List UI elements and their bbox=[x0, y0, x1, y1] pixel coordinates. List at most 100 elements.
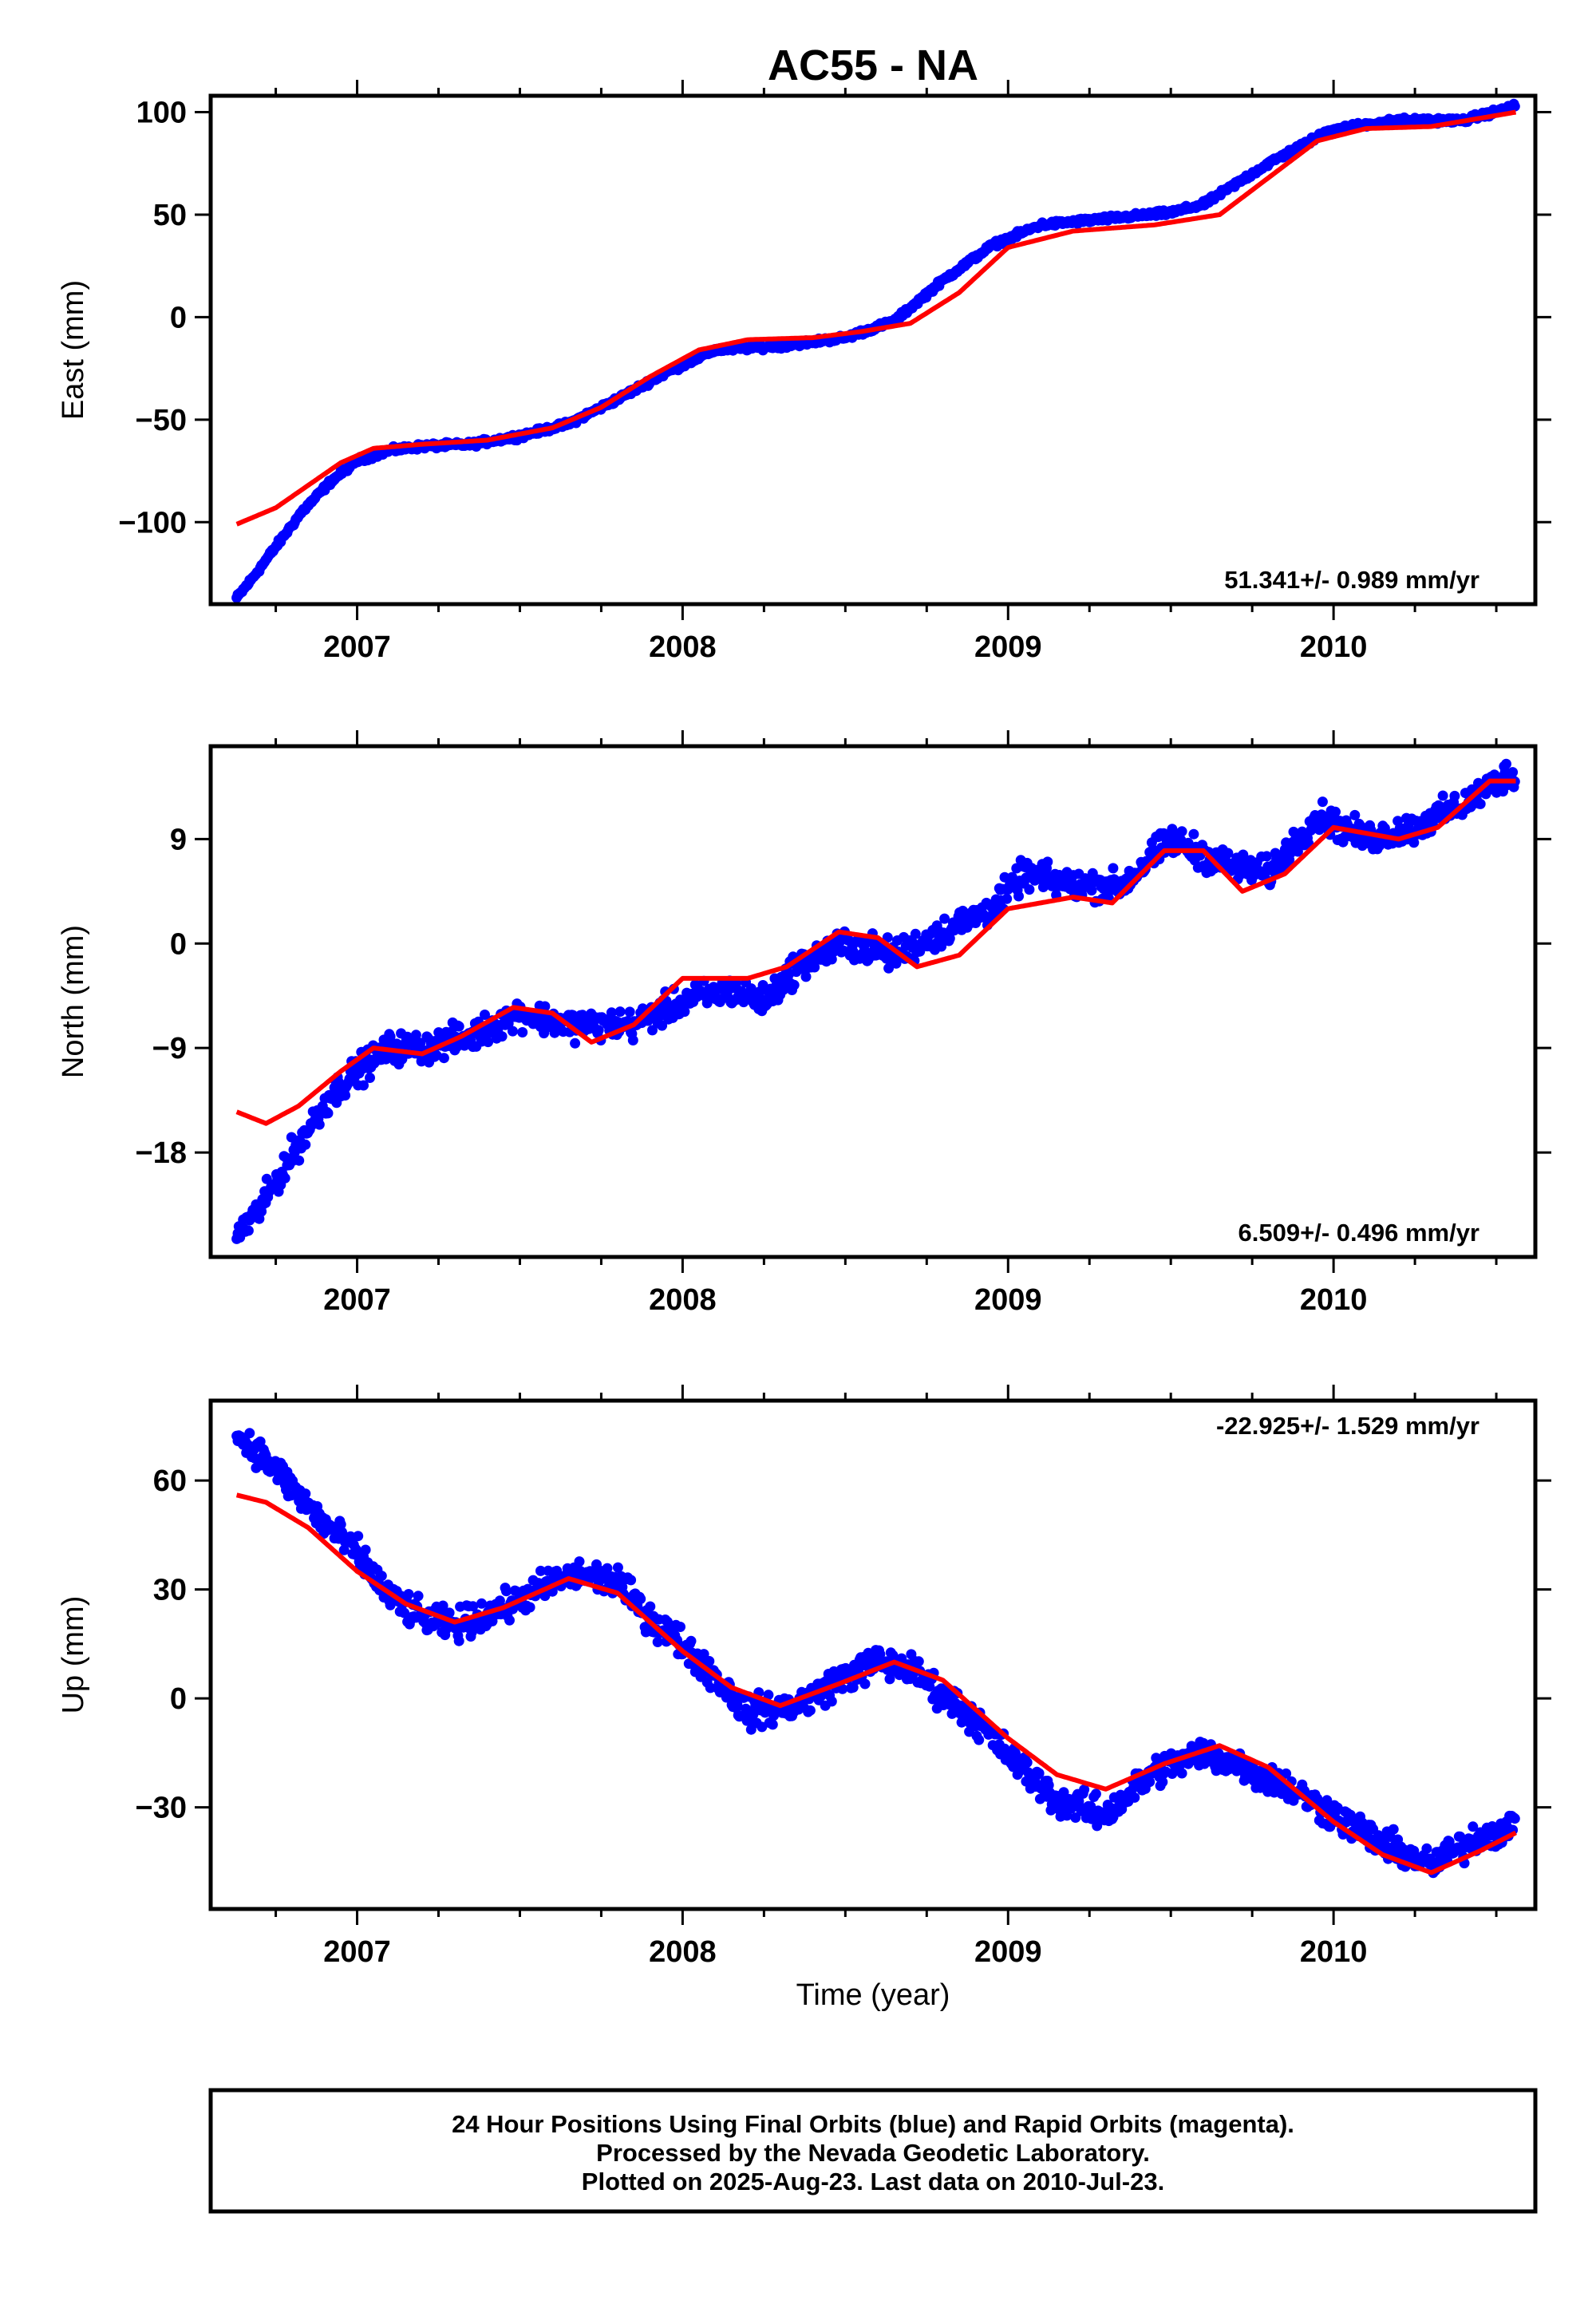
up-data-point bbox=[453, 1635, 464, 1646]
up-data-point bbox=[1144, 1777, 1156, 1788]
north-data-point bbox=[1261, 851, 1272, 862]
footer-line-1: 24 Hour Positions Using Final Orbits (bl… bbox=[452, 2110, 1294, 2138]
north-data-point bbox=[1449, 790, 1460, 801]
up-data-point bbox=[704, 1656, 715, 1666]
north-data-point bbox=[1330, 806, 1341, 817]
up-x-tick-label: 2008 bbox=[649, 1935, 717, 1969]
up-data-point bbox=[763, 1690, 774, 1701]
up-y-tick-label: 30 bbox=[153, 1574, 187, 1607]
north-data-point bbox=[385, 1031, 396, 1042]
north-x-tick-label: 2007 bbox=[323, 1283, 391, 1317]
chart-title: AC55 - NA bbox=[768, 41, 978, 89]
east-y-tick-label: 0 bbox=[170, 301, 187, 334]
north-frame bbox=[208, 744, 1538, 1259]
north-data-point bbox=[483, 1037, 494, 1048]
north-data-point bbox=[1507, 767, 1519, 778]
up-data-point bbox=[1281, 1768, 1292, 1779]
up-data-point bbox=[1033, 1768, 1045, 1779]
up-data-point bbox=[1079, 1784, 1090, 1795]
north-data-point bbox=[1108, 863, 1119, 874]
up-y-tick-label: −30 bbox=[136, 1792, 187, 1825]
up-data-point bbox=[476, 1598, 487, 1609]
up-data-point bbox=[1321, 1795, 1333, 1806]
east-model-curve bbox=[235, 109, 1517, 527]
up-x-tick-label: 2009 bbox=[974, 1935, 1042, 1969]
up-data-point bbox=[635, 1594, 646, 1604]
north-x-tick-label: 2010 bbox=[1300, 1283, 1368, 1317]
up-data-point bbox=[1421, 1843, 1432, 1854]
north-data-point bbox=[1475, 798, 1486, 809]
north-data-point bbox=[415, 1037, 426, 1049]
up-frame bbox=[208, 1398, 1538, 1911]
up-data-point bbox=[468, 1601, 479, 1612]
north-data-point bbox=[517, 1027, 528, 1037]
north-data-point bbox=[410, 1030, 421, 1041]
up-data-point bbox=[804, 1705, 816, 1716]
north-data-point bbox=[624, 1006, 635, 1018]
north-data-point bbox=[300, 1139, 311, 1150]
north-data-point bbox=[340, 1090, 351, 1101]
east-panel: 2007 2008 2009 2010 100 50 0 −50 −100 East (mm) 51… bbox=[57, 80, 1551, 664]
up-data-point bbox=[1455, 1831, 1466, 1842]
north-data-point bbox=[1374, 840, 1385, 852]
up-data-point bbox=[1090, 1788, 1101, 1800]
north-data-point bbox=[1013, 891, 1024, 902]
north-data-point bbox=[891, 958, 902, 969]
up-x-tick-label: 2007 bbox=[323, 1935, 391, 1969]
north-data-point bbox=[453, 1021, 464, 1032]
north-data-point bbox=[1408, 837, 1420, 848]
up-data-point bbox=[403, 1589, 414, 1599]
up-data-point bbox=[602, 1563, 613, 1574]
up-y-axis-title: Up (mm) bbox=[57, 1596, 90, 1714]
up-data-point bbox=[626, 1575, 637, 1586]
north-data-point bbox=[261, 1173, 272, 1184]
up-data-point bbox=[1509, 1813, 1520, 1824]
north-data-point bbox=[939, 913, 950, 924]
north-data-point bbox=[606, 1007, 617, 1018]
north-data-point bbox=[1317, 796, 1328, 808]
up-data-point bbox=[1176, 1768, 1187, 1779]
north-data-point bbox=[1379, 823, 1390, 834]
north-data-point bbox=[593, 1025, 604, 1036]
north-y-axis-title: North (mm) bbox=[57, 925, 90, 1078]
up-data-point bbox=[444, 1607, 455, 1618]
north-data-point bbox=[438, 1053, 449, 1064]
north-data-point bbox=[358, 1080, 369, 1091]
east-y-tick-label: −100 bbox=[118, 506, 187, 539]
north-x-tick-label: 2009 bbox=[974, 1283, 1042, 1317]
north-model-curve bbox=[235, 778, 1517, 1126]
east-velocity-label: 51.341+/- 0.989 mm/yr bbox=[1224, 566, 1479, 594]
up-data-point bbox=[376, 1571, 387, 1582]
east-x-tick-label: 2009 bbox=[974, 630, 1042, 664]
north-velocity-label: 6.509+/- 0.496 mm/yr bbox=[1238, 1219, 1479, 1247]
up-data-point bbox=[826, 1696, 837, 1707]
north-data-point bbox=[279, 1172, 290, 1184]
east-y-tick-label: 100 bbox=[136, 97, 187, 130]
up-velocity-label: -22.925+/- 1.529 mm/yr bbox=[1216, 1412, 1479, 1440]
up-data-point bbox=[1021, 1757, 1033, 1768]
north-data-point bbox=[1501, 758, 1511, 769]
x-axis-title: Time (year) bbox=[796, 1978, 950, 2012]
up-y-tick-label: 0 bbox=[170, 1682, 187, 1716]
up-data-point bbox=[574, 1556, 585, 1567]
north-data-point bbox=[883, 962, 895, 974]
up-data-point bbox=[539, 1591, 551, 1602]
up-data-point bbox=[698, 1649, 709, 1660]
north-data-point bbox=[1349, 809, 1361, 820]
north-data-point bbox=[778, 984, 789, 995]
north-y-tick-label: −18 bbox=[136, 1136, 187, 1170]
up-data-point bbox=[645, 1601, 656, 1612]
up-data-point bbox=[767, 1719, 778, 1730]
north-data-point bbox=[1086, 885, 1097, 896]
east-x-tick-label: 2010 bbox=[1300, 630, 1368, 664]
up-data-point bbox=[859, 1678, 871, 1690]
north-data-point bbox=[508, 1026, 518, 1037]
up-data-point bbox=[504, 1614, 515, 1626]
north-data-point bbox=[570, 1037, 581, 1049]
up-data-point bbox=[837, 1683, 848, 1694]
up-data-point bbox=[1070, 1812, 1081, 1823]
north-data-point bbox=[627, 1035, 638, 1045]
north-y-tick-label: 0 bbox=[170, 927, 187, 961]
north-data-point bbox=[657, 1020, 668, 1031]
